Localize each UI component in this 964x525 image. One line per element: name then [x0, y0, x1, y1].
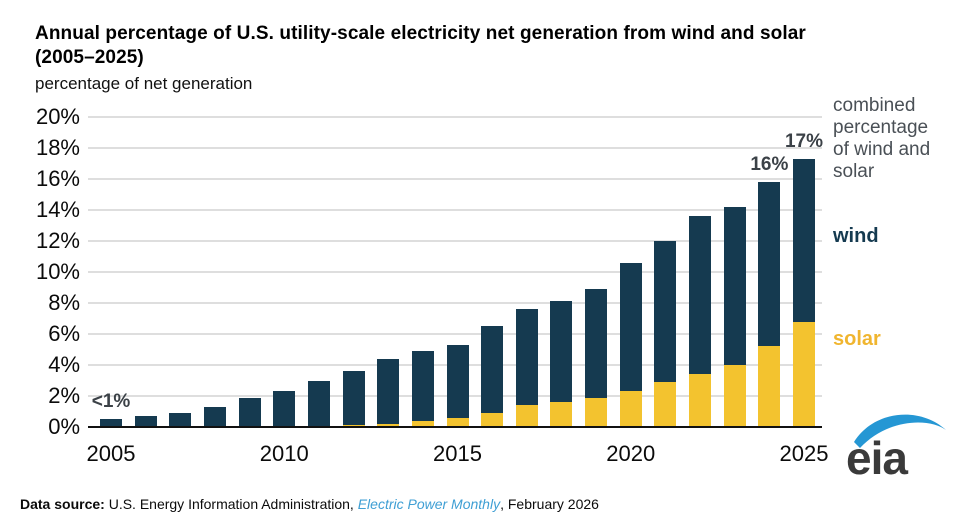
bar-segment-wind-2019 [585, 289, 608, 398]
x-axis-tick-label: 2015 [433, 441, 482, 466]
publication-link[interactable]: Electric Power Monthly [357, 496, 501, 512]
bar-segment-solar-2013 [377, 423, 400, 427]
y-axis-tick-label: 10% [35, 259, 80, 284]
bar-value-annotation: <1% [91, 391, 131, 413]
bar-segment-wind-2012 [342, 371, 365, 426]
gridline [88, 147, 822, 149]
bar-segment-wind-2023 [723, 206, 746, 365]
bar-segment-solar-2019 [585, 397, 608, 427]
x-axis-tick-label: 2025 [779, 441, 829, 466]
bar-segment-wind-2005 [100, 419, 122, 427]
chart-title: Annual percentage of U.S. utility-scale … [35, 23, 806, 68]
bar-segment-wind-2006 [134, 416, 157, 427]
bar-segment-solar-2025 [793, 321, 815, 427]
eia-logo-text: eia [846, 432, 908, 484]
y-axis-tick-label: 14% [35, 197, 80, 222]
gridline [88, 240, 822, 242]
gridline [88, 116, 822, 118]
bar-segment-solar-2017 [515, 405, 538, 427]
bar-segment-wind-2018 [550, 301, 573, 403]
bar-segment-wind-2010 [273, 391, 296, 427]
bar-value-annotation: 17% [784, 130, 824, 152]
bar-segment-wind-2007 [169, 413, 192, 427]
bar-segment-solar-2021 [654, 382, 677, 427]
gridline [88, 333, 822, 335]
y-axis-tick-label: 6% [48, 321, 80, 346]
x-axis-tick-label: 2010 [259, 441, 309, 466]
bar-segment-solar-2024 [758, 346, 781, 427]
data-source-label: Data source: [20, 496, 105, 512]
data-source-note: Data source: U.S. Energy Information Adm… [20, 495, 599, 513]
bar-segment-wind-2025 [793, 158, 815, 322]
bar-segment-wind-2015 [446, 344, 469, 418]
bar-segment-wind-2017 [515, 309, 538, 406]
y-axis-tick-label: 4% [48, 352, 80, 377]
bar-segment-wind-2022 [689, 216, 712, 375]
legend-combined-label: combined percentage of wind and solar [833, 95, 931, 182]
bar-segment-wind-2014 [411, 351, 434, 421]
bar-value-annotation: 16% [750, 154, 789, 176]
x-axis-line [88, 426, 822, 428]
y-axis-tick-label: 8% [48, 290, 80, 315]
y-axis-tick-label: 0% [48, 414, 80, 439]
bar-segment-wind-2008 [203, 406, 226, 427]
gridline [88, 178, 822, 180]
bar-segment-solar-2018 [550, 402, 573, 427]
y-axis-tick-label: 20% [35, 104, 80, 129]
data-source-date: , February 2026 [500, 496, 599, 512]
gridline [88, 271, 822, 273]
y-axis-tick-label: 2% [48, 383, 80, 408]
bar-segment-wind-2016 [481, 326, 504, 414]
gridline [88, 302, 822, 304]
bar-segment-wind-2020 [619, 262, 642, 392]
x-axis-tick-label: 2005 [86, 441, 136, 466]
bar-segment-solar-2016 [481, 413, 504, 427]
legend-wind-label: wind [833, 225, 879, 247]
bar-segment-solar-2015 [446, 417, 469, 427]
y-axis-tick-label: 18% [35, 135, 80, 160]
bar-segment-solar-2022 [689, 374, 712, 427]
bar-segment-wind-2024 [758, 182, 781, 347]
x-axis-tick-label: 2020 [606, 441, 656, 466]
bar-segment-wind-2011 [307, 380, 330, 427]
bar-segment-solar-2020 [619, 391, 642, 427]
eia-logo: eia [846, 414, 946, 484]
chart-subtitle: percentage of net generation [35, 74, 253, 93]
bar-segment-wind-2013 [377, 358, 400, 424]
y-axis-tick-label: 12% [35, 228, 80, 253]
y-axis-tick-label: 16% [35, 166, 80, 191]
eia-logo-swoosh-icon [854, 414, 946, 448]
bar-segment-solar-2023 [723, 365, 746, 427]
bar-segment-wind-2021 [654, 241, 677, 383]
legend-solar-label: solar [833, 328, 881, 350]
bar-segment-solar-2014 [411, 420, 434, 427]
gridline [88, 209, 822, 211]
data-source-text: U.S. Energy Information Administration, [104, 496, 358, 512]
bar-segment-wind-2009 [238, 397, 261, 427]
